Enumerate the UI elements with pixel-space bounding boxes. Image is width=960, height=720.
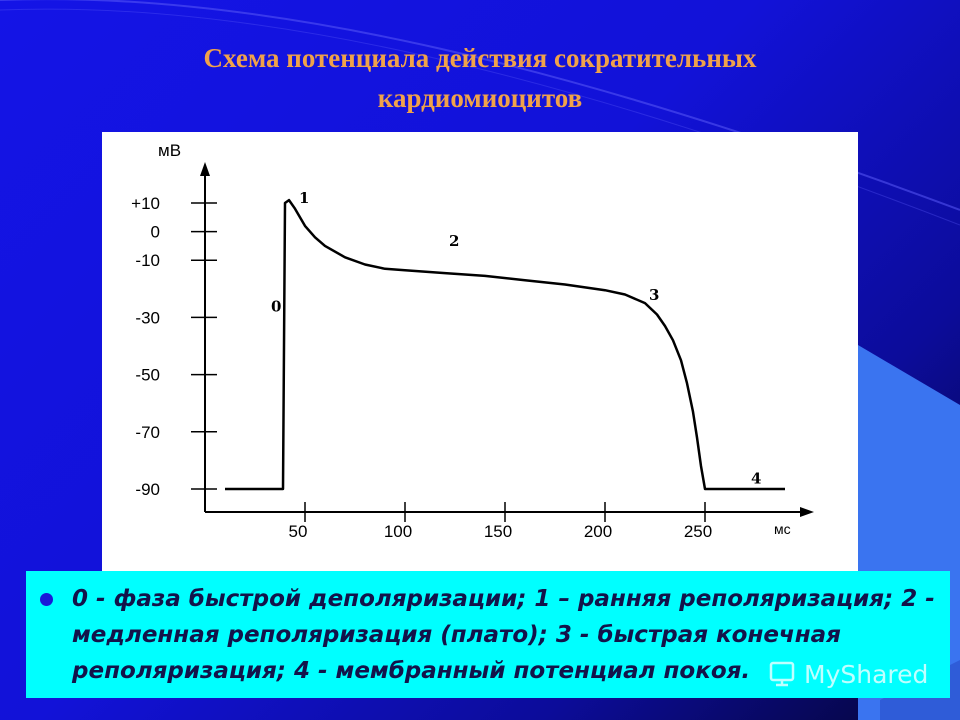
y-axis-label: мВ: [158, 141, 181, 160]
x-tick-label: 200: [584, 522, 612, 541]
y-axis-ticks: +10 0 -10 -30 -50 -70 -90: [131, 194, 217, 499]
phase-label: 0: [271, 298, 281, 316]
chart-panel: +10 0 -10 -30 -50 -70 -90 50 100 150 200 250 0 1 2 3 4…: [102, 132, 858, 580]
caption-text: 0 - фаза быстрой деполяризации; 1 – ранн…: [72, 586, 935, 684]
y-tick-label: -70: [135, 423, 160, 442]
phase-label: 3: [649, 286, 659, 304]
y-tick-label: 0: [151, 223, 160, 242]
y-axis-arrow-icon: [200, 162, 210, 176]
y-tick-label: -10: [135, 251, 160, 270]
x-axis-arrow-icon: [800, 507, 814, 517]
watermark-text: MyShared: [804, 659, 929, 689]
y-tick-label: +10: [131, 194, 160, 213]
watermark: MyShared: [768, 654, 928, 694]
x-tick-label: 100: [384, 522, 412, 541]
x-axis-label: мс: [774, 521, 791, 537]
action-potential-line: [225, 198, 785, 491]
x-axis-ticks: 50 100 150 200 250: [289, 502, 712, 541]
myshared-logo-icon: [769, 661, 795, 687]
phase-label: 1: [299, 189, 309, 207]
slide-title-line1: Схема потенциала действия сократительных: [203, 43, 757, 73]
bullet-dot-icon: [40, 593, 53, 606]
x-tick-label: 250: [684, 522, 712, 541]
phase-annotations: 0 1 2 3 4: [271, 189, 761, 487]
phase-label: 2: [449, 232, 459, 250]
chart-axes: [200, 162, 814, 517]
action-potential-chart: +10 0 -10 -30 -50 -70 -90 50 100 150 200 250 0 1 2 3 4…: [131, 141, 814, 541]
slide-title: Схема потенциала действия сократительных…: [60, 38, 900, 118]
y-tick-label: -30: [135, 308, 160, 327]
x-tick-label: 150: [484, 522, 512, 541]
y-tick-label: -90: [135, 480, 160, 499]
slide-title-line2: кардиомиоцитов: [377, 83, 583, 113]
phase-label: 4: [751, 469, 761, 487]
chart-series: [225, 198, 785, 491]
caption-box: 0 - фаза быстрой деполяризации; 1 – ранн…: [26, 571, 950, 698]
y-tick-label: -50: [135, 366, 160, 385]
x-tick-label: 50: [289, 522, 308, 541]
